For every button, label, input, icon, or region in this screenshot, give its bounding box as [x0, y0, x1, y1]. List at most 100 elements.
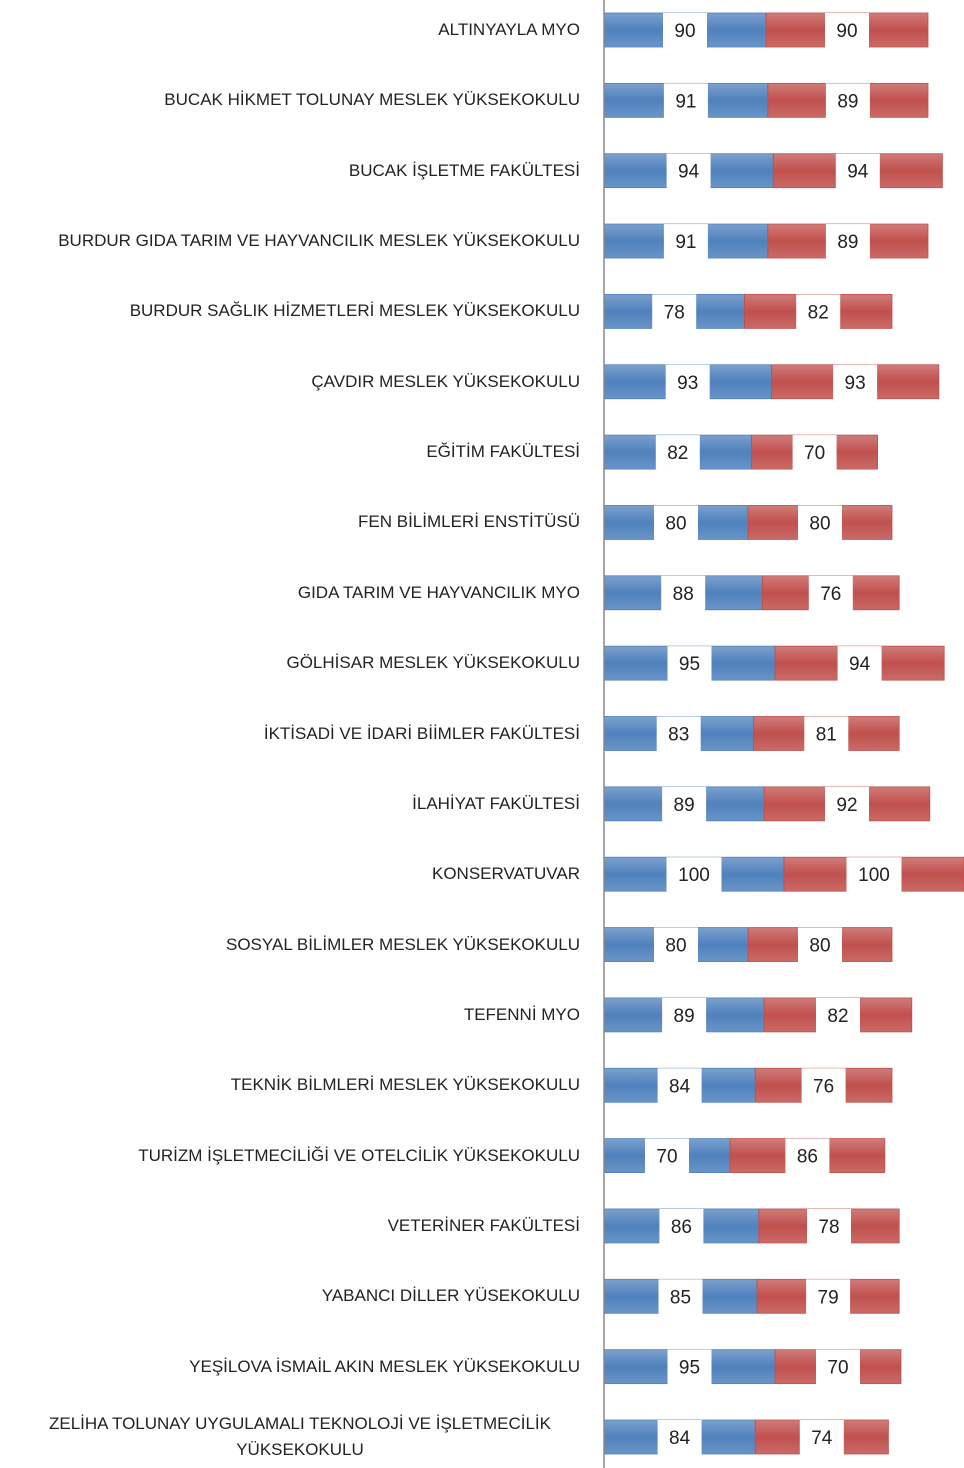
- value-label: 81: [816, 725, 837, 746]
- value-label: 82: [808, 302, 829, 323]
- category-label: TEKNİK BİLMLERİ MESLEK YÜKSEKOKULU: [0, 1050, 580, 1120]
- label-box: [659, 1208, 704, 1245]
- value-label: 100: [858, 865, 890, 886]
- value-label: 80: [809, 936, 830, 957]
- category-text: KONSERVATUVAR: [432, 864, 580, 884]
- value-label: 80: [665, 513, 686, 534]
- label-box: [799, 1420, 844, 1456]
- label-box: [654, 927, 698, 964]
- label-box: [833, 364, 878, 401]
- label-box: [652, 294, 697, 331]
- category-label: TEFENNİ MYO: [0, 980, 580, 1050]
- category-label: İKTİSADİ VE İDARİ BİİMLER FAKÜLTESİ: [0, 699, 580, 769]
- value-label: 80: [665, 936, 686, 957]
- value-label: 83: [668, 725, 689, 746]
- label-box: [796, 294, 841, 331]
- category-text: İKTİSADİ VE İDARİ BİİMLER FAKÜLTESİ: [263, 723, 580, 743]
- category-label: İLAHİYAT FAKÜLTESİ: [0, 769, 580, 839]
- label-box: [657, 1420, 702, 1456]
- value-label: 79: [818, 1287, 839, 1308]
- label-box: [785, 1138, 830, 1175]
- label-box: [657, 1068, 702, 1105]
- value-label: 78: [664, 302, 685, 323]
- value-label: 92: [836, 795, 857, 816]
- value-label: 86: [671, 1217, 692, 1238]
- value-label: 100: [678, 865, 710, 886]
- label-box: [816, 1349, 860, 1386]
- label-box: [798, 927, 842, 964]
- category-text: FEN BİLİMLERİ ENSTİTÜSÜ: [358, 512, 580, 532]
- label-box: [663, 13, 707, 49]
- value-label: 89: [674, 1006, 695, 1027]
- value-label: 88: [673, 584, 694, 605]
- label-box: [846, 857, 902, 894]
- category-text: GIDA TARIM VE HAYVANCILIK MYO: [297, 582, 580, 602]
- label-box: [661, 575, 706, 612]
- value-label: 89: [674, 795, 695, 816]
- value-label: 82: [827, 1006, 848, 1027]
- label-box: [654, 505, 698, 542]
- label-box: [656, 716, 701, 753]
- value-label: 70: [804, 443, 825, 464]
- category-text: EĞİTİM FAKÜLTESİ: [426, 442, 580, 462]
- label-box: [666, 857, 722, 894]
- label-box: [807, 1208, 851, 1245]
- label-box: [667, 646, 712, 683]
- category-text: ALTINYAYLA MYO: [438, 20, 580, 39]
- category-text: ÇAVDIR MESLEK YÜKSEKOKULU: [311, 371, 580, 391]
- category-text: BUCAK HİKMET TOLUNAY MESLEK YÜKSEKOKULU: [164, 90, 580, 110]
- category-label: SOSYAL BİLİMLER MESLEK YÜKSEKOKULU: [0, 910, 580, 980]
- category-label: ALTINYAYLA MYO: [0, 0, 580, 65]
- category-label: VETERİNER FAKÜLTESİ: [0, 1191, 580, 1261]
- label-box: [798, 505, 842, 542]
- category-label: BUCAK HİKMET TOLUNAY MESLEK YÜKSEKOKULU: [0, 65, 580, 135]
- label-box: [665, 364, 710, 401]
- label-box: [662, 997, 707, 1034]
- value-label: 80: [809, 513, 830, 534]
- label-box: [825, 224, 870, 261]
- value-label: 94: [678, 162, 700, 183]
- category-text: SOSYAL BİLİMLER MESLEK YÜKSEKOKULU: [226, 934, 580, 954]
- category-label: EĞİTİM FAKÜLTESİ: [0, 417, 580, 487]
- category-label: GÖLHİSAR MESLEK YÜKSEKOKULU: [0, 628, 580, 698]
- category-text: BURDUR SAĞLIK HİZMETLERİ MESLEK YÜKSEKOK…: [129, 301, 580, 321]
- category-label: BURDUR GIDA TARIM VE HAYVANCILIK MESLEK …: [0, 206, 580, 276]
- value-label: 89: [837, 91, 858, 112]
- category-label: ÇAVDIR MESLEK YÜKSEKOKULU: [0, 347, 580, 417]
- label-box: [801, 1068, 846, 1105]
- value-label: 90: [836, 21, 857, 42]
- category-text: TEFENNİ MYO: [463, 1004, 580, 1024]
- category-text: YABANCI DİLLER YÜSEKOKULU: [321, 1286, 580, 1306]
- label-box: [655, 435, 700, 472]
- label-box: [645, 1138, 689, 1175]
- label-box: [663, 224, 708, 261]
- value-label: 76: [813, 1076, 834, 1097]
- label-box: [662, 786, 707, 823]
- value-label: 90: [674, 21, 695, 42]
- category-label: ZELİHA TOLUNAY UYGULAMALI TEKNOLOJİ VE İ…: [0, 1402, 580, 1468]
- category-text: GÖLHİSAR MESLEK YÜKSEKOKULU: [286, 653, 580, 673]
- value-label: 91: [675, 91, 696, 112]
- category-text: İLAHİYAT FAKÜLTESİ: [412, 793, 580, 813]
- category-text: TURİZM İŞLETMECİLİĞİ VE OTELCİLİK YÜKSEK…: [138, 1145, 580, 1165]
- label-box: [663, 83, 708, 120]
- label-box: [806, 1279, 851, 1316]
- category-label: TURİZM İŞLETMECİLİĞİ VE OTELCİLİK YÜKSEK…: [0, 1121, 580, 1191]
- category-label: GIDA TARIM VE HAYVANCILIK MYO: [0, 558, 580, 628]
- value-label: 85: [670, 1287, 691, 1308]
- value-label: 95: [679, 1358, 700, 1379]
- label-box: [658, 1279, 703, 1316]
- category-label: BUCAK İŞLETME FAKÜLTESİ: [0, 136, 580, 206]
- value-label: 95: [679, 654, 700, 675]
- value-label: 93: [677, 373, 698, 394]
- value-label: 78: [818, 1217, 839, 1238]
- value-label: 84: [669, 1428, 691, 1449]
- label-box: [825, 83, 870, 120]
- value-label: 82: [667, 443, 688, 464]
- category-label: KONSERVATUVAR: [0, 839, 580, 909]
- value-label: 76: [820, 584, 841, 605]
- category-text: VETERİNER FAKÜLTESİ: [387, 1215, 580, 1235]
- value-label: 93: [845, 373, 866, 394]
